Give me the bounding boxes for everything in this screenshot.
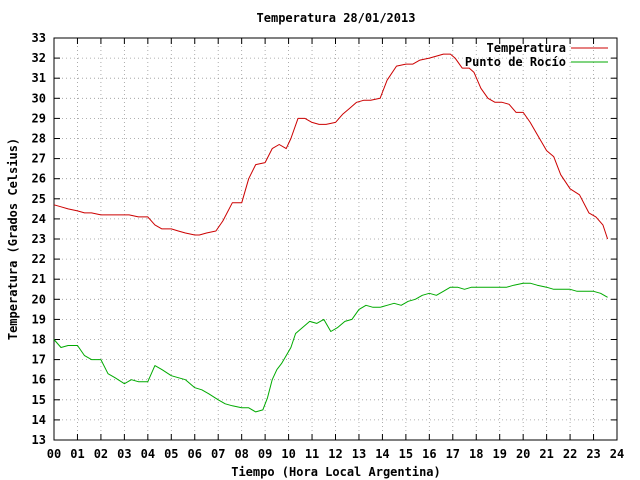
- x-tick-label: 20: [516, 447, 530, 461]
- x-tick-label: 17: [446, 447, 460, 461]
- x-tick-label: 19: [492, 447, 506, 461]
- y-tick-label: 19: [32, 312, 46, 326]
- x-tick-label: 11: [305, 447, 319, 461]
- y-tick-label: 29: [32, 111, 46, 125]
- x-tick-label: 08: [234, 447, 248, 461]
- y-tick-label: 30: [32, 91, 46, 105]
- x-axis-label: Tiempo (Hora Local Argentina): [231, 465, 441, 479]
- x-tick-label: 22: [563, 447, 577, 461]
- legend-label: Temperatura: [487, 41, 566, 55]
- y-tick-label: 21: [32, 272, 46, 286]
- x-tick-label: 04: [141, 447, 155, 461]
- y-tick-label: 24: [32, 212, 46, 226]
- y-tick-label: 33: [32, 31, 46, 45]
- y-tick-label: 20: [32, 292, 46, 306]
- series-lines: [53, 53, 609, 413]
- y-axis-label: Temperatura (Grados Celsius): [6, 138, 20, 340]
- y-tick-label: 14: [32, 413, 46, 427]
- x-tick-label: 02: [94, 447, 108, 461]
- y-tick-label: 31: [32, 71, 46, 85]
- series-line-temperatura: [53, 53, 609, 240]
- x-tick-label: 09: [258, 447, 272, 461]
- legend-label: Punto de Rocío: [465, 55, 566, 69]
- x-tick-label: 00: [47, 447, 61, 461]
- y-tick-label: 32: [32, 51, 46, 65]
- series-line-punto-de-rocio: [53, 282, 608, 413]
- y-tick-label: 18: [32, 333, 46, 347]
- x-tick-label: 14: [375, 447, 389, 461]
- x-tick-label: 10: [281, 447, 295, 461]
- y-tick-label: 16: [32, 373, 46, 387]
- y-tick-label: 27: [32, 152, 46, 166]
- x-tick-label: 24: [610, 447, 624, 461]
- x-axis: 00 01 02 03 04 05 06 07 08 09 10 11 12 13 14 15 16 17 18 19…: [47, 38, 624, 461]
- x-tick-label: 06: [188, 447, 202, 461]
- x-tick-label: 05: [164, 447, 178, 461]
- x-tick-label: 23: [586, 447, 600, 461]
- chart-title: Temperatura 28/01/2013: [257, 11, 416, 25]
- x-tick-label: 07: [211, 447, 225, 461]
- x-tick-label: 18: [469, 447, 483, 461]
- x-tick-label: 16: [422, 447, 436, 461]
- y-tick-label: 25: [32, 192, 46, 206]
- x-tick-label: 03: [117, 447, 131, 461]
- x-tick-label: 01: [70, 447, 84, 461]
- y-tick-label: 22: [32, 252, 46, 266]
- x-tick-label: 13: [352, 447, 366, 461]
- x-tick-label: 21: [539, 447, 553, 461]
- y-axis: 13 14 15 16 17 18 19 20 21 22 23 24 25 26 27 28 29 30 31 32…: [32, 31, 617, 447]
- y-tick-label: 26: [32, 172, 46, 186]
- y-tick-label: 15: [32, 393, 46, 407]
- y-tick-label: 17: [32, 353, 46, 367]
- y-tick-label: 28: [32, 132, 46, 146]
- x-tick-label: 12: [328, 447, 342, 461]
- y-tick-label: 23: [32, 232, 46, 246]
- grid: [54, 38, 617, 440]
- x-tick-label: 15: [399, 447, 413, 461]
- y-tick-label: 13: [32, 433, 46, 447]
